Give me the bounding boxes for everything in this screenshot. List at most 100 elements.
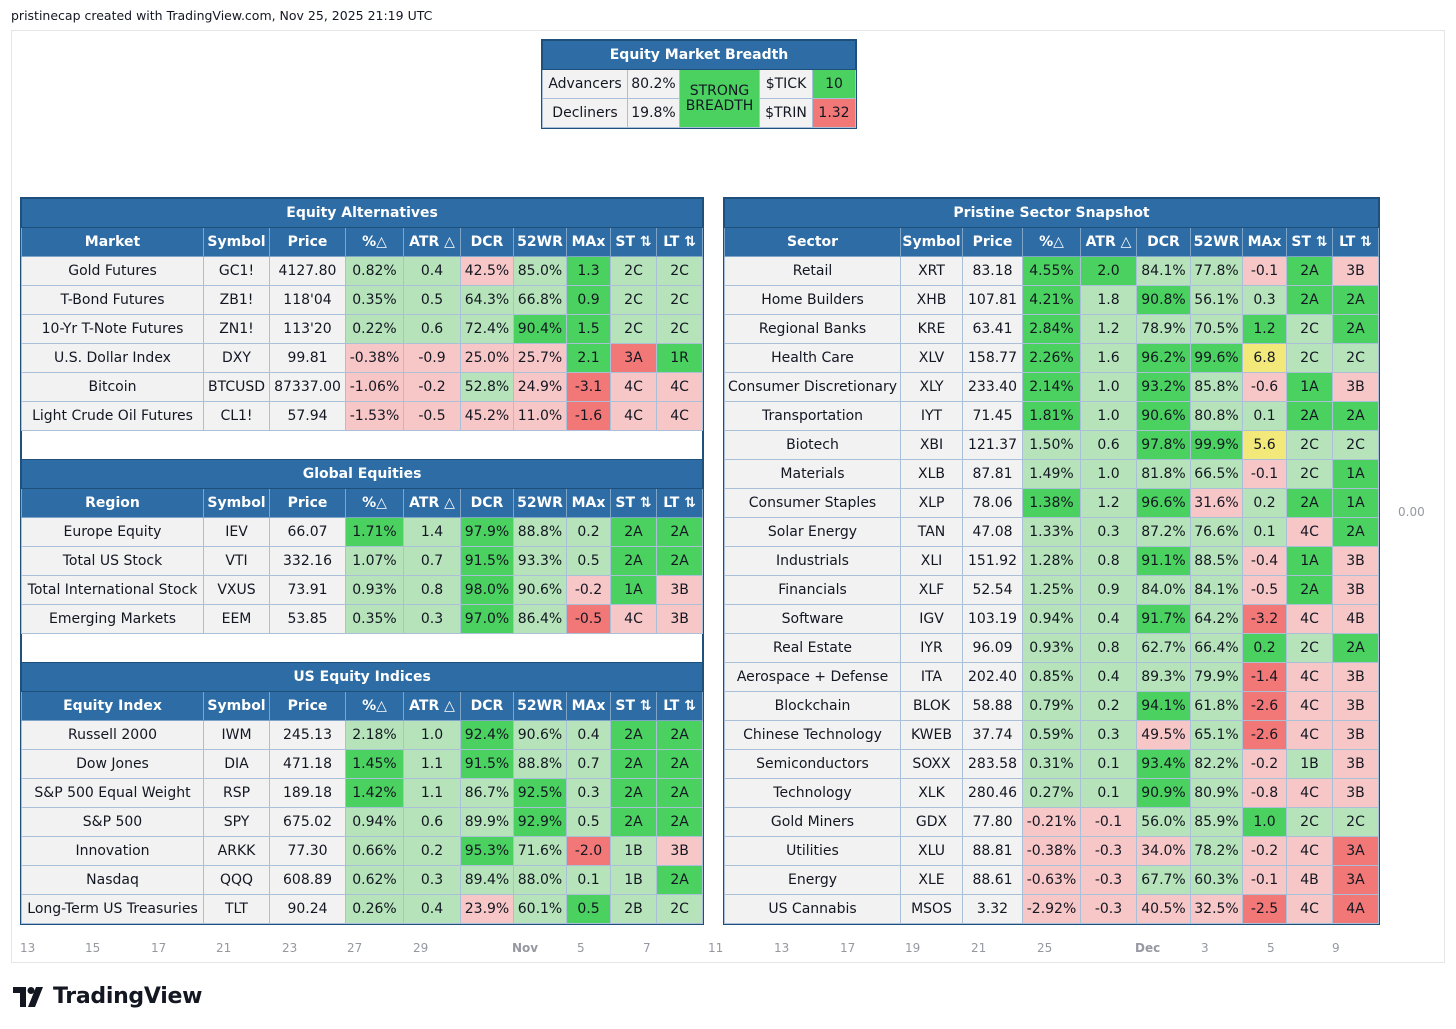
column-header[interactable]: ATR △ xyxy=(403,488,461,518)
column-header[interactable]: Price xyxy=(269,488,346,518)
column-header[interactable]: ST ⇅ xyxy=(610,691,657,721)
column-header[interactable]: ST ⇅ xyxy=(610,227,657,257)
column-header[interactable]: MAx xyxy=(1242,227,1287,257)
table-cell: 0.94% xyxy=(345,807,404,837)
column-header[interactable]: %△ xyxy=(345,691,404,721)
table-cell: 91.5% xyxy=(460,546,514,576)
table-cell: 88.0% xyxy=(513,865,567,895)
table-cell: 98.0% xyxy=(460,575,514,605)
table-cell: 23.9% xyxy=(460,894,514,924)
table-cell: 88.5% xyxy=(1190,546,1243,576)
column-header[interactable]: 52WR xyxy=(1190,227,1243,257)
column-header[interactable]: LT ⇅ xyxy=(655,227,704,257)
time-axis-label: 5 xyxy=(1267,941,1275,955)
table-cell: -1.6 xyxy=(566,401,611,431)
column-header[interactable]: Symbol xyxy=(203,227,270,257)
table-cell: 2A xyxy=(655,720,704,750)
table-cell: Consumer Staples xyxy=(724,488,901,518)
column-header[interactable]: 52WR xyxy=(513,691,567,721)
table-cell: -0.5 xyxy=(403,401,461,431)
table-cell: 1.45% xyxy=(345,749,404,779)
column-header[interactable]: MAx xyxy=(566,227,611,257)
table-cell: Biotech xyxy=(724,430,901,460)
table-cell: 63.41 xyxy=(962,314,1023,344)
column-header[interactable]: MAx xyxy=(566,691,611,721)
table-row: Semiconductors SOXX 283.58 0.31% 0.1 93.4% 82.… xyxy=(724,749,1380,779)
column-header[interactable]: Price xyxy=(269,227,346,257)
table-cell: 80.8% xyxy=(1190,401,1243,431)
column-header[interactable]: Symbol xyxy=(203,488,270,518)
column-header[interactable]: LT ⇅ xyxy=(655,488,704,518)
table-row: Blockchain BLOK 58.88 0.79% 0.2 94.1% 61.8% -2.… xyxy=(724,691,1380,721)
table-cell: KRE xyxy=(900,314,963,344)
table-cell: 1.4 xyxy=(403,517,461,547)
sector-snapshot-title: Pristine Sector Snapshot xyxy=(723,198,1380,228)
column-header[interactable]: DCR xyxy=(460,227,514,257)
column-header[interactable]: ATR △ xyxy=(403,227,461,257)
column-header[interactable]: Market xyxy=(21,227,204,257)
column-header[interactable]: 52WR xyxy=(513,227,567,257)
table-cell: 60.1% xyxy=(513,894,567,924)
table-cell: 0.26% xyxy=(345,894,404,924)
column-header[interactable]: Symbol xyxy=(203,691,270,721)
column-header[interactable]: ATR △ xyxy=(403,691,461,721)
column-header[interactable]: Sector xyxy=(724,227,901,257)
table-cell: 0.31% xyxy=(1022,749,1081,779)
table-row: Long-Term US Treasuries TLT 90.24 0.26% 0.4 2… xyxy=(21,894,704,924)
column-header[interactable]: %△ xyxy=(345,488,404,518)
table-cell: Software xyxy=(724,604,901,634)
table-cell: 64.3% xyxy=(460,285,514,315)
column-header[interactable]: Price xyxy=(962,227,1023,257)
table-cell: 103.19 xyxy=(962,604,1023,634)
table-cell: 78.06 xyxy=(962,488,1023,518)
column-header[interactable]: %△ xyxy=(1022,227,1081,257)
time-axis-label: 7 xyxy=(643,941,651,955)
table-cell: 2C xyxy=(655,314,704,344)
table-cell: 89.9% xyxy=(460,807,514,837)
column-header[interactable]: ST ⇅ xyxy=(610,488,657,518)
table-cell: 2A xyxy=(655,546,704,576)
table-cell: 0.1 xyxy=(566,865,611,895)
column-header[interactable]: 52WR xyxy=(513,488,567,518)
table-cell: Blockchain xyxy=(724,691,901,721)
table-cell: 2C xyxy=(1286,633,1333,663)
column-header[interactable]: DCR xyxy=(1136,227,1191,257)
table-cell: 2C xyxy=(610,314,657,344)
table-cell: 1.8 xyxy=(1080,285,1137,315)
column-header[interactable]: Equity Index xyxy=(21,691,204,721)
table-cell: 97.9% xyxy=(460,517,514,547)
time-axis-label: 29 xyxy=(413,941,429,955)
table-cell: 95.3% xyxy=(460,836,514,866)
table-cell: 24.9% xyxy=(513,372,567,402)
table-cell: 4B xyxy=(1286,865,1333,895)
table-cell: 4C xyxy=(1286,894,1333,924)
column-header[interactable]: MAx xyxy=(566,488,611,518)
column-header[interactable]: DCR xyxy=(460,488,514,518)
table-cell: 2A xyxy=(655,865,704,895)
column-header[interactable]: Region xyxy=(21,488,204,518)
table-cell: 2C xyxy=(610,285,657,315)
column-header[interactable]: Symbol xyxy=(900,227,963,257)
tick-label: $TICK xyxy=(759,69,813,99)
table-cell: 89.4% xyxy=(460,865,514,895)
table-cell: 97.8% xyxy=(1136,430,1191,460)
table-cell: 85.8% xyxy=(1190,372,1243,402)
table-cell: 56.0% xyxy=(1136,807,1191,837)
table-cell: 97.0% xyxy=(460,604,514,634)
table-cell: 0.3 xyxy=(566,778,611,808)
table-cell: XLB xyxy=(900,459,963,489)
tradingview-logo[interactable]: TradingView xyxy=(13,984,202,1009)
column-header[interactable]: LT ⇅ xyxy=(655,691,704,721)
table-cell: 56.1% xyxy=(1190,285,1243,315)
table-cell: Materials xyxy=(724,459,901,489)
column-header[interactable]: LT ⇅ xyxy=(1331,227,1380,257)
column-header[interactable]: %△ xyxy=(345,227,404,257)
table-cell: 73.91 xyxy=(269,575,346,605)
table-cell: 94.1% xyxy=(1136,691,1191,721)
table-cell: 3B xyxy=(1331,575,1380,605)
column-header[interactable]: ST ⇅ xyxy=(1286,227,1333,257)
column-header[interactable]: Price xyxy=(269,691,346,721)
table-cell: -0.1 xyxy=(1242,256,1287,286)
column-header[interactable]: ATR △ xyxy=(1080,227,1137,257)
column-header[interactable]: DCR xyxy=(460,691,514,721)
